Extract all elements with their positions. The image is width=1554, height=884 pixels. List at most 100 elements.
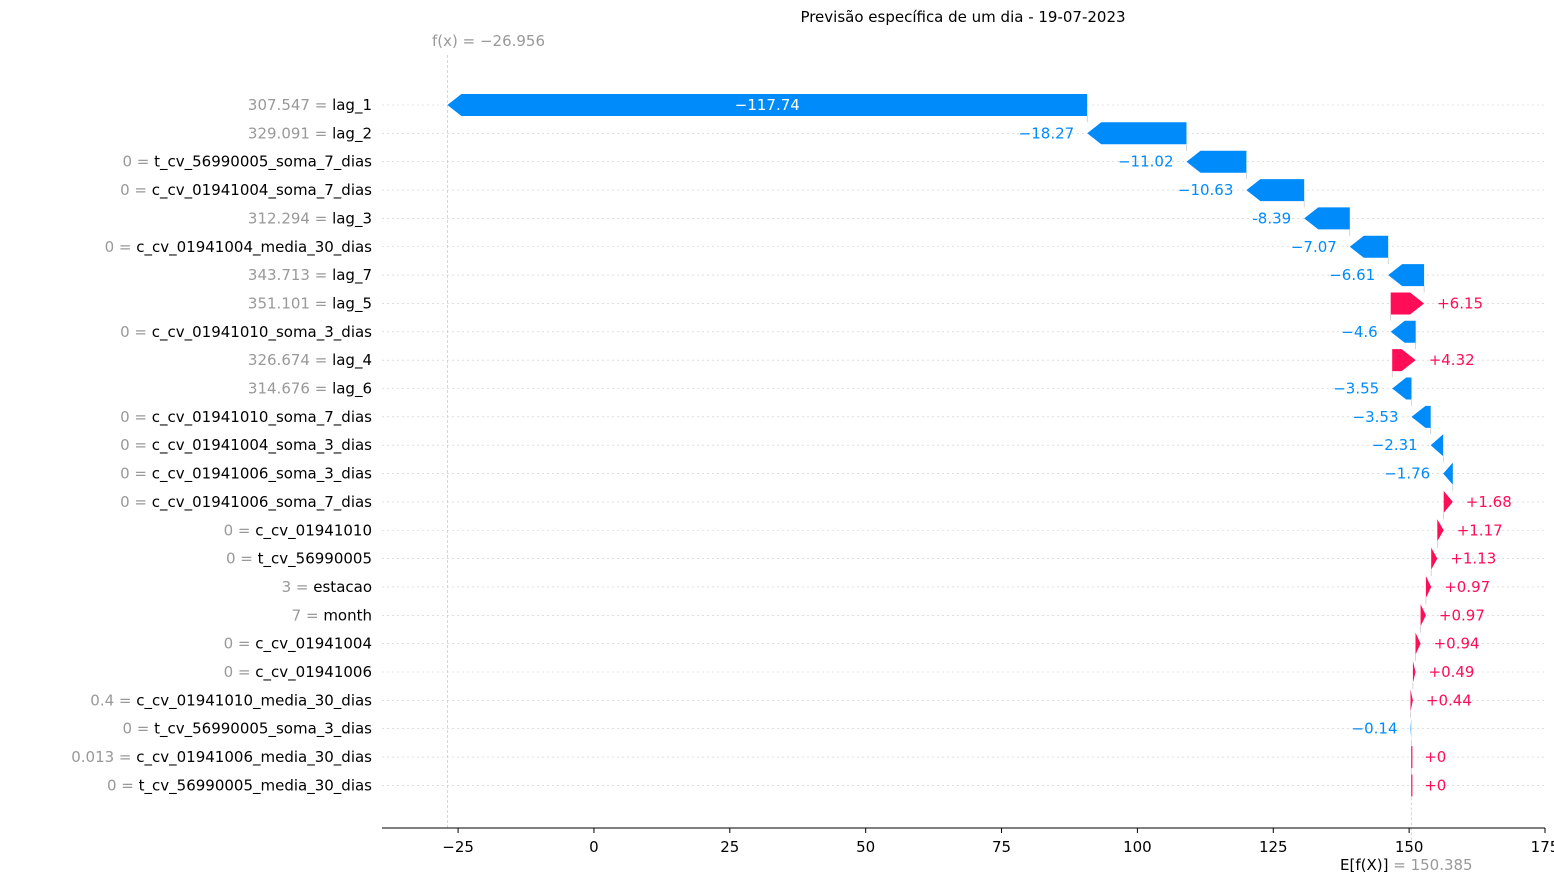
feature-label-c_cv_01941004_soma_3_dias: 0 = c_cv_01941004_soma_3_dias	[120, 436, 372, 455]
x-tick-label: 25	[720, 838, 739, 856]
x-tick-label: 125	[1259, 838, 1288, 856]
bar-label-lag_2: −18.27	[1019, 124, 1075, 142]
bar-label-c_cv_01941010_media_30_dias: +0.44	[1426, 691, 1472, 709]
feature-name: lag_6	[332, 380, 372, 399]
feature-label-lag_2: 329.091 = lag_2	[248, 124, 372, 143]
feature-name: c_cv_01941010_soma_7_dias	[152, 408, 372, 427]
bar-t_cv_56990005	[1431, 547, 1438, 570]
feature-label-lag_7: 343.713 = lag_7	[248, 266, 372, 285]
bar-c_cv_01941004_soma_3_dias	[1430, 434, 1444, 457]
feature-name: t_cv_56990005_media_30_dias	[139, 776, 373, 795]
bar-label-t_cv_56990005: +1.13	[1450, 550, 1496, 568]
feature-name: estacao	[313, 578, 372, 596]
bar-label-lag_7: −6.61	[1329, 266, 1375, 284]
feature-name: t_cv_56990005_soma_7_dias	[154, 153, 372, 172]
feature-value: 314.676 =	[248, 380, 332, 398]
expected-value-label: E[f(X)] = 150.385	[1340, 856, 1473, 874]
bar-c_cv_01941006_soma_7_dias	[1443, 490, 1453, 513]
feature-label-c_cv_01941010: 0 = c_cv_01941010	[224, 521, 372, 540]
feature-label-month: 7 = month	[292, 606, 372, 624]
feature-label-c_cv_01941010_soma_7_dias: 0 = c_cv_01941010_soma_7_dias	[120, 408, 372, 427]
feature-label-t_cv_56990005_soma_7_dias: 0 = t_cv_56990005_soma_7_dias	[122, 153, 372, 172]
x-axis: −25 0 25 50 75 100 125 150 175	[382, 827, 1554, 856]
bar-label-t_cv_56990005_media_30_dias: +0	[1424, 776, 1446, 794]
feature-value: 0 =	[120, 493, 152, 511]
bar-t_cv_56990005_media_30_dias	[1411, 774, 1413, 797]
bar-label-lag_4: +4.32	[1429, 351, 1475, 369]
reference-lines	[447, 55, 1412, 842]
bar-c_cv_01941006	[1412, 661, 1416, 683]
row-gridlines	[382, 104, 1545, 786]
feature-name: lag_1	[332, 96, 372, 115]
expected-value-label-value: = 150.385	[1393, 856, 1472, 874]
bar-c_cv_01941010_media_30_dias	[1410, 689, 1413, 712]
bar-label-c_cv_01941006_soma_7_dias: +1.68	[1466, 493, 1512, 511]
feature-value: 0 =	[107, 776, 139, 794]
bar-label-c_cv_01941010_soma_3_dias: −4.6	[1341, 323, 1377, 341]
x-tick-label: 0	[589, 838, 599, 856]
feature-name: c_cv_01941004_soma_7_dias	[152, 181, 372, 200]
feature-name: c_cv_01941010	[255, 521, 372, 540]
feature-name: lag_2	[332, 124, 372, 143]
feature-value: 312.294 =	[248, 209, 332, 227]
feature-name: c_cv_01941006	[255, 663, 372, 682]
bar-label-lag_6: −3.55	[1333, 380, 1379, 398]
feature-value: 0.4 =	[90, 691, 136, 709]
bar-label-lag_3: -8.39	[1252, 209, 1291, 227]
x-tick-label: 50	[856, 838, 875, 856]
bar-month	[1420, 604, 1426, 627]
feature-value: 3 =	[282, 578, 314, 596]
feature-label-lag_5: 351.101 = lag_5	[248, 294, 372, 313]
feature-value: 0 =	[120, 408, 152, 426]
bar-label-c_cv_01941006_media_30_dias: +0	[1424, 748, 1446, 766]
feature-value: 7 =	[292, 606, 324, 624]
feature-label-c_cv_01941010_soma_3_dias: 0 = c_cv_01941010_soma_3_dias	[120, 323, 372, 342]
bar-t_cv_56990005_soma_7_dias	[1186, 150, 1247, 173]
feature-value: 0 =	[224, 635, 256, 653]
bar-c_cv_01941010	[1437, 519, 1444, 542]
feature-label-lag_6: 314.676 = lag_6	[248, 380, 372, 399]
bar-lag_5	[1390, 292, 1425, 315]
feature-name: c_cv_01941006_soma_3_dias	[152, 465, 372, 484]
feature-name: month	[323, 606, 372, 624]
bar-estacao	[1425, 576, 1432, 598]
bar-label-c_cv_01941004_soma_7_dias: −10.63	[1178, 181, 1234, 199]
bar-label-c_cv_01941010_soma_7_dias: −3.53	[1353, 408, 1399, 426]
feature-label-c_cv_01941006: 0 = c_cv_01941006	[224, 663, 372, 682]
feature-value: 0 =	[122, 153, 154, 171]
bar-labels: −117.74 −18.27 −11.02−10.63 -8.39−7.07 −6.61…	[735, 96, 1512, 794]
bar-c_cv_01941004_soma_7_dias	[1246, 179, 1305, 202]
bar-lag_6	[1392, 377, 1412, 400]
feature-label-lag_4: 326.674 = lag_4	[248, 351, 372, 370]
feature-value: 0 =	[120, 323, 152, 341]
feature-label-t_cv_56990005: 0 = t_cv_56990005	[226, 550, 372, 569]
feature-label-c_cv_01941004_soma_7_dias: 0 = c_cv_01941004_soma_7_dias	[120, 181, 372, 200]
feature-name: lag_3	[332, 209, 372, 228]
feature-label-estacao: 3 = estacao	[282, 578, 372, 596]
feature-name: lag_7	[332, 266, 372, 285]
bar-label-c_cv_01941004: +0.94	[1434, 635, 1480, 653]
x-tick-label: −25	[442, 838, 474, 856]
feature-value: 0 =	[120, 465, 152, 483]
bars	[447, 94, 1453, 797]
bar-label-t_cv_56990005_soma_3_dias: −0.14	[1352, 720, 1398, 738]
feature-label-t_cv_56990005_media_30_dias: 0 = t_cv_56990005_media_30_dias	[107, 776, 372, 795]
feature-name: lag_4	[332, 351, 372, 370]
feature-value: 0 =	[226, 550, 258, 568]
feature-label-c_cv_01941006_soma_3_dias: 0 = c_cv_01941006_soma_3_dias	[120, 465, 372, 484]
bar-label-lag_5: +6.15	[1437, 294, 1483, 312]
feature-name: c_cv_01941004_soma_3_dias	[152, 436, 372, 455]
bar-label-c_cv_01941006_soma_3_dias: −1.76	[1384, 465, 1430, 483]
feature-name: c_cv_01941004	[255, 635, 372, 654]
feature-label-c_cv_01941006_soma_7_dias: 0 = c_cv_01941006_soma_7_dias	[120, 493, 372, 512]
feature-value: 0.013 =	[71, 748, 136, 766]
feature-label-c_cv_01941010_media_30_dias: 0.4 = c_cv_01941010_media_30_dias	[90, 691, 372, 710]
expected-value-label-main: E[f(X)]	[1340, 856, 1388, 874]
feature-name: lag_5	[332, 294, 372, 313]
bar-label-c_cv_01941004_soma_3_dias: −2.31	[1372, 436, 1418, 454]
feature-name: c_cv_01941006_soma_7_dias	[152, 493, 372, 512]
feature-label-c_cv_01941004_media_30_dias: 0 = c_cv_01941004_media_30_dias	[105, 238, 373, 257]
x-tick-label: 75	[992, 838, 1011, 856]
bar-lag_7	[1388, 264, 1425, 287]
